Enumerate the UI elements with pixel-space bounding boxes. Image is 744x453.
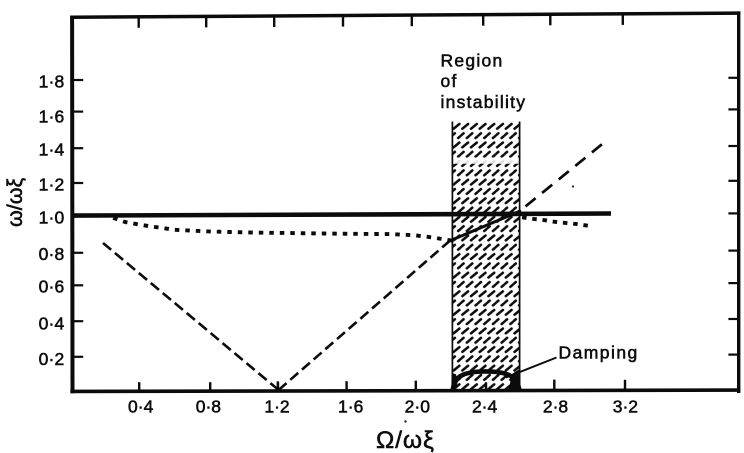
svg-text:2·4: 2·4 (472, 397, 498, 417)
svg-text:ω/ωξ: ω/ωξ (3, 177, 27, 227)
svg-text:0·2: 0·2 (39, 349, 65, 369)
svg-text:1·2: 1·2 (264, 397, 289, 417)
svg-text:instability: instability (441, 92, 527, 112)
svg-text:Region: Region (441, 51, 504, 71)
svg-text:0·6: 0·6 (39, 277, 65, 297)
svg-text:0·8: 0·8 (39, 244, 65, 264)
svg-text:1·4: 1·4 (39, 140, 65, 160)
svg-text:0·4: 0·4 (39, 314, 65, 334)
svg-text:Ω/ωξ: Ω/ωξ (376, 427, 435, 453)
svg-text:of: of (441, 71, 458, 91)
svg-text:1·6: 1·6 (39, 107, 65, 127)
svg-text:1·6: 1·6 (338, 397, 363, 417)
svg-text:2·0: 2·0 (405, 397, 431, 417)
svg-text:1·0: 1·0 (39, 207, 65, 227)
svg-text:3·2: 3·2 (613, 397, 638, 417)
svg-text:0·8: 0·8 (196, 397, 221, 417)
svg-text:Damping: Damping (559, 343, 639, 363)
svg-text:1·2: 1·2 (39, 174, 65, 194)
svg-text:2·8: 2·8 (543, 397, 568, 417)
svg-text:1·8: 1·8 (39, 71, 65, 91)
svg-text:0·4: 0·4 (128, 397, 154, 417)
